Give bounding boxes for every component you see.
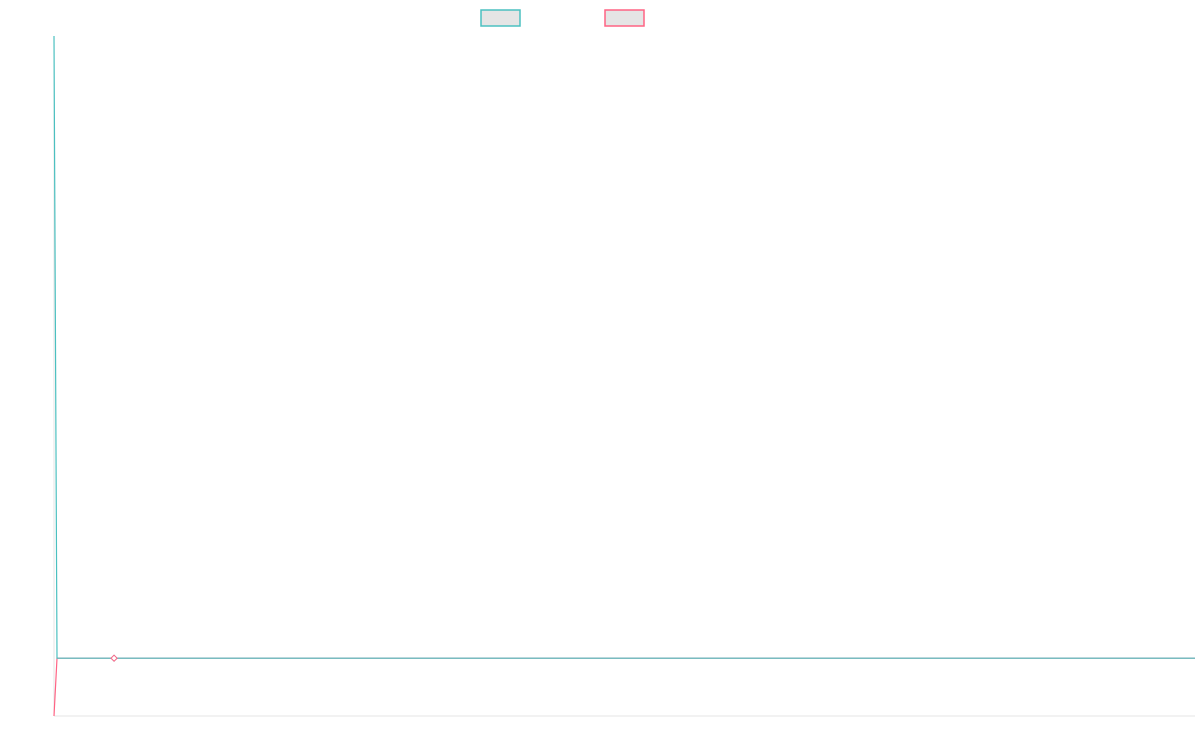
- series-line-2: [53, 657, 1195, 717]
- legend-swatch-1[interactable]: [480, 9, 521, 27]
- data-point-2[interactable]: [110, 654, 118, 662]
- legend-swatch-2[interactable]: [604, 9, 645, 27]
- legend: [480, 9, 645, 27]
- series-group: [53, 35, 1195, 717]
- series-line-1: [53, 35, 1195, 659]
